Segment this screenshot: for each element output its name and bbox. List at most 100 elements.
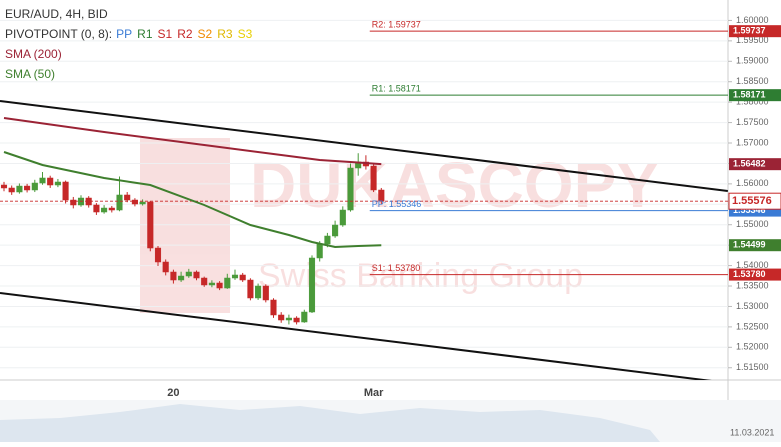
candle-body: [139, 201, 146, 205]
candle-body: [31, 182, 38, 191]
candle-body: [216, 282, 223, 289]
candle-body: [370, 165, 377, 191]
candle-body: [324, 235, 331, 245]
price-tag-label: 1.59737: [733, 26, 766, 36]
y-tick-label: 1.54000: [736, 260, 769, 270]
candle-body: [170, 271, 177, 281]
indicator-item: S2: [198, 27, 213, 41]
legend-entry: SMA (50): [5, 67, 55, 81]
price-tag: [729, 239, 781, 252]
candle-body: [116, 194, 123, 211]
indicator-item: S1: [158, 27, 173, 41]
candle-body: [332, 224, 339, 237]
candle-body: [93, 204, 100, 213]
candle-body: [285, 317, 292, 321]
grid: [0, 19, 728, 369]
price-tag-label: 1.58171: [733, 90, 766, 100]
y-tick-label: 1.51500: [736, 362, 769, 372]
candle-body: [247, 279, 254, 299]
candle-body: [270, 299, 277, 316]
candle-body: [193, 271, 200, 279]
price-tag: [729, 158, 781, 171]
candle-body: [316, 243, 323, 259]
x-tick-label: Mar: [364, 387, 384, 399]
price-tag-label: 1.56482: [733, 159, 766, 169]
candle-body: [39, 177, 46, 184]
pivot-label: PP: 1.55346: [372, 199, 422, 209]
price-tag-label: 1.54499: [733, 240, 766, 250]
pivot-label: S1: 1.53780: [372, 263, 421, 273]
chart-title: EUR/AUD, 4H, BID: [5, 7, 108, 21]
candle-body: [70, 199, 77, 206]
indicator-item: R1: [137, 27, 153, 41]
candle-body: [255, 285, 262, 299]
pivot-label: R1: 1.58171: [372, 84, 421, 94]
indicator-label: PIVOTPOINT (0, 8):: [5, 27, 112, 41]
trendline: [0, 292, 712, 380]
price-tag-label: 1.53780: [733, 269, 766, 279]
x-tick-label: 20: [167, 387, 179, 399]
y-tick-label: 1.58000: [736, 97, 769, 107]
candle-body: [308, 257, 316, 313]
indicator-item: R3: [217, 27, 233, 41]
y-tick-label: 1.55000: [736, 219, 769, 229]
watermark-logo: [140, 138, 230, 313]
candle-body: [162, 261, 169, 273]
indicator-item: PP: [116, 27, 132, 41]
candle-body: [224, 277, 231, 289]
y-tick-label: 1.58500: [736, 76, 769, 86]
candle-body: [154, 247, 162, 263]
candle-body: [178, 275, 185, 281]
y-tick-label: 1.52000: [736, 342, 769, 352]
y-tick-label: 1.56000: [736, 178, 769, 188]
candle-body: [8, 187, 15, 193]
indicator-item: R2: [177, 27, 193, 41]
y-tick-label: 1.59000: [736, 56, 769, 66]
price-tag-label: 1.55346: [733, 205, 766, 215]
candle-body: [62, 181, 69, 201]
indicator-item: S3: [238, 27, 253, 41]
candle-body: [239, 274, 246, 281]
candle-body: [208, 282, 215, 286]
candle-body: [147, 201, 154, 249]
candle-body: [54, 181, 61, 186]
price-tag: [729, 89, 781, 102]
plot: [0, 30, 728, 380]
y-tick-label: 1.52500: [736, 321, 769, 331]
candle-body: [293, 317, 300, 323]
date-label: 11.03.2021: [730, 427, 774, 437]
y-tick-label: 1.60000: [736, 15, 769, 25]
y-tick-label: 1.57500: [736, 117, 769, 127]
candle-body: [262, 285, 269, 301]
y-tick-label: 1.59500: [736, 35, 769, 45]
candle-body: [24, 185, 31, 191]
price-tag: [729, 268, 781, 281]
y-tick-label: 1.53500: [736, 280, 769, 290]
candle-body: [47, 177, 54, 186]
candle-body: [278, 314, 285, 321]
watermark-text: Swiss Banking Group: [258, 257, 583, 295]
y-tick-label: 1.57000: [736, 137, 769, 147]
y-tick-label: 1.53000: [736, 301, 769, 311]
candle-body: [347, 167, 354, 211]
candle-body: [124, 194, 131, 201]
candle-body: [108, 207, 115, 211]
price-tag: [729, 25, 781, 38]
watermark-text: DUKASCOPY: [250, 149, 659, 221]
sma-line: [3, 151, 382, 249]
candle-body: [0, 184, 8, 189]
candle-body: [201, 277, 208, 286]
legend-entry: SMA (200): [5, 47, 62, 61]
navigator-area: [0, 404, 660, 442]
candle-body: [339, 209, 346, 226]
candle-body: [231, 274, 239, 279]
indicator-legend: PIVOTPOINT (0, 8): PP R1 S1 R2 S2 R3 S3: [5, 27, 253, 41]
candle-body: [131, 199, 138, 205]
price-tag: [728, 192, 781, 210]
sma-line: [3, 117, 382, 166]
candle-body: [101, 207, 108, 213]
trendline: [0, 100, 728, 192]
candle-body: [301, 311, 308, 323]
